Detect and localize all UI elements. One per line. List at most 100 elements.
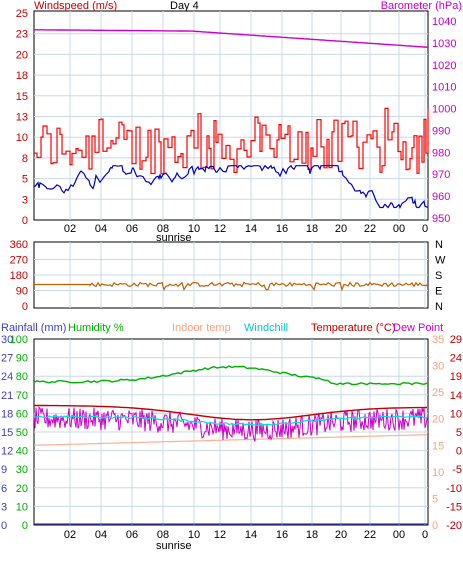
- windchill-line: [33, 406, 429, 442]
- rain-ytick-7: 21: [1, 390, 13, 402]
- rain-ytick-2: 6: [1, 483, 7, 495]
- wind-xtick-11: 00: [393, 223, 405, 235]
- baro-ytick-2: 970: [432, 169, 450, 181]
- temperature-x-ticks: 02 04 06 08 10 12 14 16 18 20 22 00 0: [64, 529, 428, 541]
- hum-ytick-2: 20: [16, 483, 28, 495]
- temp-xtick-11: 00: [393, 529, 405, 541]
- temp-ytick-10: 29: [450, 334, 462, 346]
- indoor-ytick-3: 15: [432, 440, 444, 452]
- rain-ytick-6: 18: [1, 408, 13, 420]
- dir-ytick-2: 180: [10, 270, 28, 282]
- direction-y-left-ticks: 0 90 180 270 360: [10, 239, 28, 313]
- wind-ytick-9: 23: [16, 29, 28, 41]
- rainfall-ticks: 0 3 6 9 12 15 18 21 24 27 30: [1, 334, 13, 532]
- indoor-ytick-0: 0: [432, 520, 438, 532]
- windchill-legend: Windchill: [244, 322, 288, 334]
- barometer-axis-label: Barometer (hPa): [381, 0, 462, 12]
- temp-xtick-9: 20: [335, 529, 347, 541]
- dir-compass-4: N: [435, 239, 443, 251]
- temp-ytick-1: -15: [446, 501, 462, 513]
- baro-ytick-4: 990: [432, 125, 450, 137]
- hum-ytick-3: 30: [16, 464, 28, 476]
- wind-ytick-10: 25: [16, 8, 28, 20]
- temp-ytick-3: -5: [452, 464, 462, 476]
- wind-ytick-2: 5: [22, 174, 28, 186]
- temp-ytick-6: 10: [450, 408, 462, 420]
- rain-ytick-4: 12: [1, 446, 13, 458]
- temp-xtick-1: 04: [95, 529, 107, 541]
- indoor-ytick-1: 5: [432, 493, 438, 505]
- rain-ytick-10: 30: [1, 334, 13, 346]
- hum-ytick-9: 90: [16, 353, 28, 365]
- wind-xtick-8: 18: [306, 223, 318, 235]
- sunrise-label-top: sunrise: [156, 232, 191, 244]
- temp-xtick-0: 02: [64, 529, 76, 541]
- hum-ytick-1: 10: [16, 501, 28, 513]
- temp-ytick-0: -20: [446, 520, 462, 532]
- wind-ytick-0: 0: [22, 215, 28, 227]
- baro-ytick-6: 1010: [432, 82, 456, 94]
- wind-ytick-3: 8: [22, 153, 28, 165]
- temp-ticks: -20 -15 -10 -5 0 5 10 14 19 24 29: [446, 334, 462, 532]
- indoor-temp-line: [33, 434, 428, 446]
- chart-title: Day 4: [170, 0, 199, 12]
- wind-xtick-0: 02: [64, 223, 76, 235]
- temperature-legend: Temperature (°C): [311, 322, 395, 334]
- humidity-legend: Humidity %: [68, 322, 124, 334]
- temp-ytick-4: 0: [456, 446, 462, 458]
- temp-ytick-7: 14: [450, 390, 462, 402]
- baro-ytick-5: 1000: [432, 104, 456, 116]
- temperature-line: [34, 404, 428, 421]
- temp-xtick-2: 06: [126, 529, 138, 541]
- temp-xtick-10: 22: [364, 529, 376, 541]
- hum-ytick-10: 100: [10, 334, 28, 346]
- wind-x-ticks: 02 04 06 08 10 12 14 16 18 20 22 00 0: [64, 223, 428, 235]
- rain-ytick-5: 15: [1, 427, 13, 439]
- indoor-ytick-7: 35: [432, 334, 444, 346]
- dir-ytick-1: 90: [16, 286, 28, 298]
- wind-xtick-3: 08: [157, 223, 169, 235]
- hum-ytick-4: 40: [16, 446, 28, 458]
- wind-xtick-7: 16: [276, 223, 288, 235]
- wind-ytick-1: 3: [22, 194, 28, 206]
- wind-ytick-4: 10: [16, 132, 28, 144]
- dewpoint-line: [33, 415, 428, 426]
- wind-ytick-5: 13: [16, 112, 28, 124]
- direction-series: [34, 281, 429, 292]
- wind-ytick-6: 15: [16, 91, 28, 103]
- indoor-ytick-5: 25: [432, 387, 444, 399]
- wind-grid: [34, 11, 428, 220]
- rain-ytick-8: 24: [1, 371, 13, 383]
- baro-ytick-0: 950: [432, 213, 450, 225]
- baro-ytick-1: 960: [432, 191, 450, 203]
- wind-ytick-7: 18: [16, 70, 28, 82]
- direction-line: [34, 281, 429, 292]
- humidity-line: [33, 365, 428, 386]
- temp-ytick-9: 24: [450, 353, 462, 365]
- indoor-ticks: 0 5 10 15 20 25 30 35: [432, 334, 444, 532]
- wind-xtick-5: 12: [214, 223, 226, 235]
- temp-xtick-4: 10: [188, 529, 200, 541]
- baro-ytick-7: 1020: [432, 60, 456, 72]
- baro-ytick-9: 1040: [432, 16, 456, 28]
- wind-xtick-6: 14: [245, 223, 257, 235]
- rain-ytick-3: 9: [1, 464, 7, 476]
- indoor-ytick-4: 20: [432, 414, 444, 426]
- dir-compass-3: W: [435, 255, 446, 267]
- temp-xtick-7: 16: [276, 529, 288, 541]
- temperature-series: [33, 365, 429, 525]
- dir-ytick-0: 0: [22, 301, 28, 313]
- dir-compass-1: E: [435, 286, 442, 298]
- temp-ytick-2: -10: [446, 483, 462, 495]
- wind-xtick-12: 0: [422, 223, 428, 235]
- indoor-ytick-2: 10: [432, 467, 444, 479]
- windspeed-line: [33, 164, 429, 210]
- wind-xtick-1: 04: [95, 223, 107, 235]
- temp-ytick-5: 5: [456, 427, 462, 439]
- hum-ytick-7: 70: [16, 390, 28, 402]
- temp-xtick-8: 18: [306, 529, 318, 541]
